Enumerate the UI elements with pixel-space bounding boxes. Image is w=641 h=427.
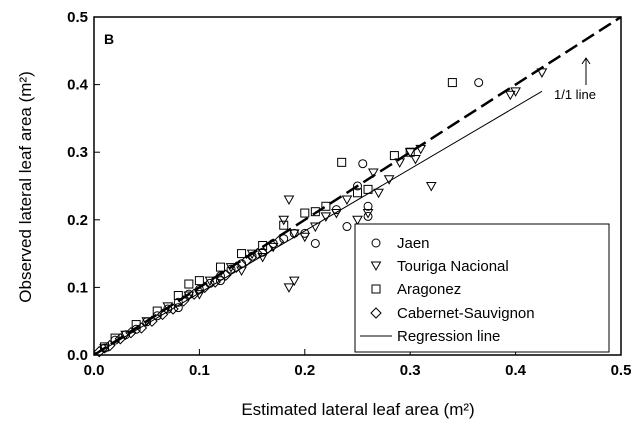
touriga-nacional-point [504,90,516,101]
x-axis-title: Estimated lateral leaf area (m²) [241,400,474,419]
aragonez-point [194,276,204,286]
touriga-nacional-point [309,222,321,233]
y-tick-label: 0.3 [67,144,88,161]
legend-marker-aragonez [371,284,381,294]
touriga-nacional-point [283,283,295,293]
legend-label-aragonez: Aragonez [397,281,461,298]
touriga-nacional-point [352,215,363,226]
annotation-1-1: 1/1 line [554,57,596,102]
touriga-nacional-point [410,154,421,165]
aragonez-point [321,201,331,211]
jaen-point [353,181,362,191]
y-tick-label: 0.4 [67,77,89,94]
touriga-nacional-point [510,87,521,97]
x-tick-label: 0.2 [294,362,315,379]
jaen-point [173,297,183,307]
legend-label-touriga-nacional: Touriga Nacional [397,258,509,275]
touriga-nacional-point [267,242,279,253]
legend-box [354,223,610,353]
jaen-point [358,159,368,169]
jaen-point [363,211,373,221]
touriga-nacional-point [425,182,437,192]
aragonez-point [300,208,310,218]
annotation-arrowhead [581,57,591,65]
touriga-nacional-point [373,188,384,199]
jaen-point [184,289,194,299]
touriga-nacional-point [367,168,379,178]
jaen-point [474,78,484,88]
jaen-point [363,201,373,211]
aragonez-point [447,78,457,88]
legend: Jaen Touriga Nacional Aragonez Cabernet-… [354,223,610,353]
aragonez-point [353,188,362,198]
legend-marker-cabernet-sauvignon [370,307,382,319]
aragonez-point [152,306,162,316]
aragonez-point [215,262,225,272]
x-tick-label: 0.3 [400,362,421,379]
annotation-label: 1/1 line [554,87,596,102]
aragonez-point [184,279,194,289]
touriga-nacional-point [288,276,300,287]
touriga-nacional-point [299,232,311,243]
y-tick-label: 0.0 [67,347,88,364]
legend-marker-jaen [371,238,381,248]
aragonez-point [405,147,415,157]
plot-frame [93,16,622,356]
one-to-one-line [93,15,622,357]
touriga-nacional-point [278,215,290,226]
aragonez-point [279,220,289,230]
y-tick-label: 0.5 [67,9,88,26]
axis-ticks: 0.0 0.1 0.2 0.3 0.4 0.5 0.0 0.1 0.2 0.3 0.4 0.5 [67,9,631,379]
jaen-point [310,238,320,248]
x-tick-label: 0.5 [611,362,632,379]
touriga-nacional-point [362,209,374,219]
touriga-nacional-point [341,195,353,206]
regression-line [93,90,543,356]
cabernet-sauvignon-point [209,276,221,288]
touriga-nacional-point [288,229,300,239]
aragonez-point [389,151,399,161]
y-tick-label: 0.2 [67,212,88,229]
panel-label: B [104,31,114,47]
touriga-nacional-point [283,195,295,206]
aragonez-point [337,157,347,167]
jaen-point [342,222,352,232]
jaen-point [226,264,236,274]
legend-marker-touriga-nacional [370,261,382,272]
y-tick-label: 0.1 [67,279,88,296]
fit-lines [93,15,622,357]
jaen-point [215,276,225,286]
aragonez-point [237,249,247,259]
cabernet-sauvignon-point [188,288,200,300]
legend-label-regression-line: Regression line [397,328,500,345]
legend-label-jaen: Jaen [397,235,430,252]
legend-label-cabernet-sauvignon: Cabernet-Sauvignon [397,305,535,322]
touriga-nacional-point [204,276,216,287]
x-tick-label: 0.0 [84,362,105,379]
x-tick-label: 0.1 [189,362,210,379]
y-axis-title: Observed lateral leaf area (m²) [16,71,35,302]
x-tick-label: 0.4 [505,362,527,379]
